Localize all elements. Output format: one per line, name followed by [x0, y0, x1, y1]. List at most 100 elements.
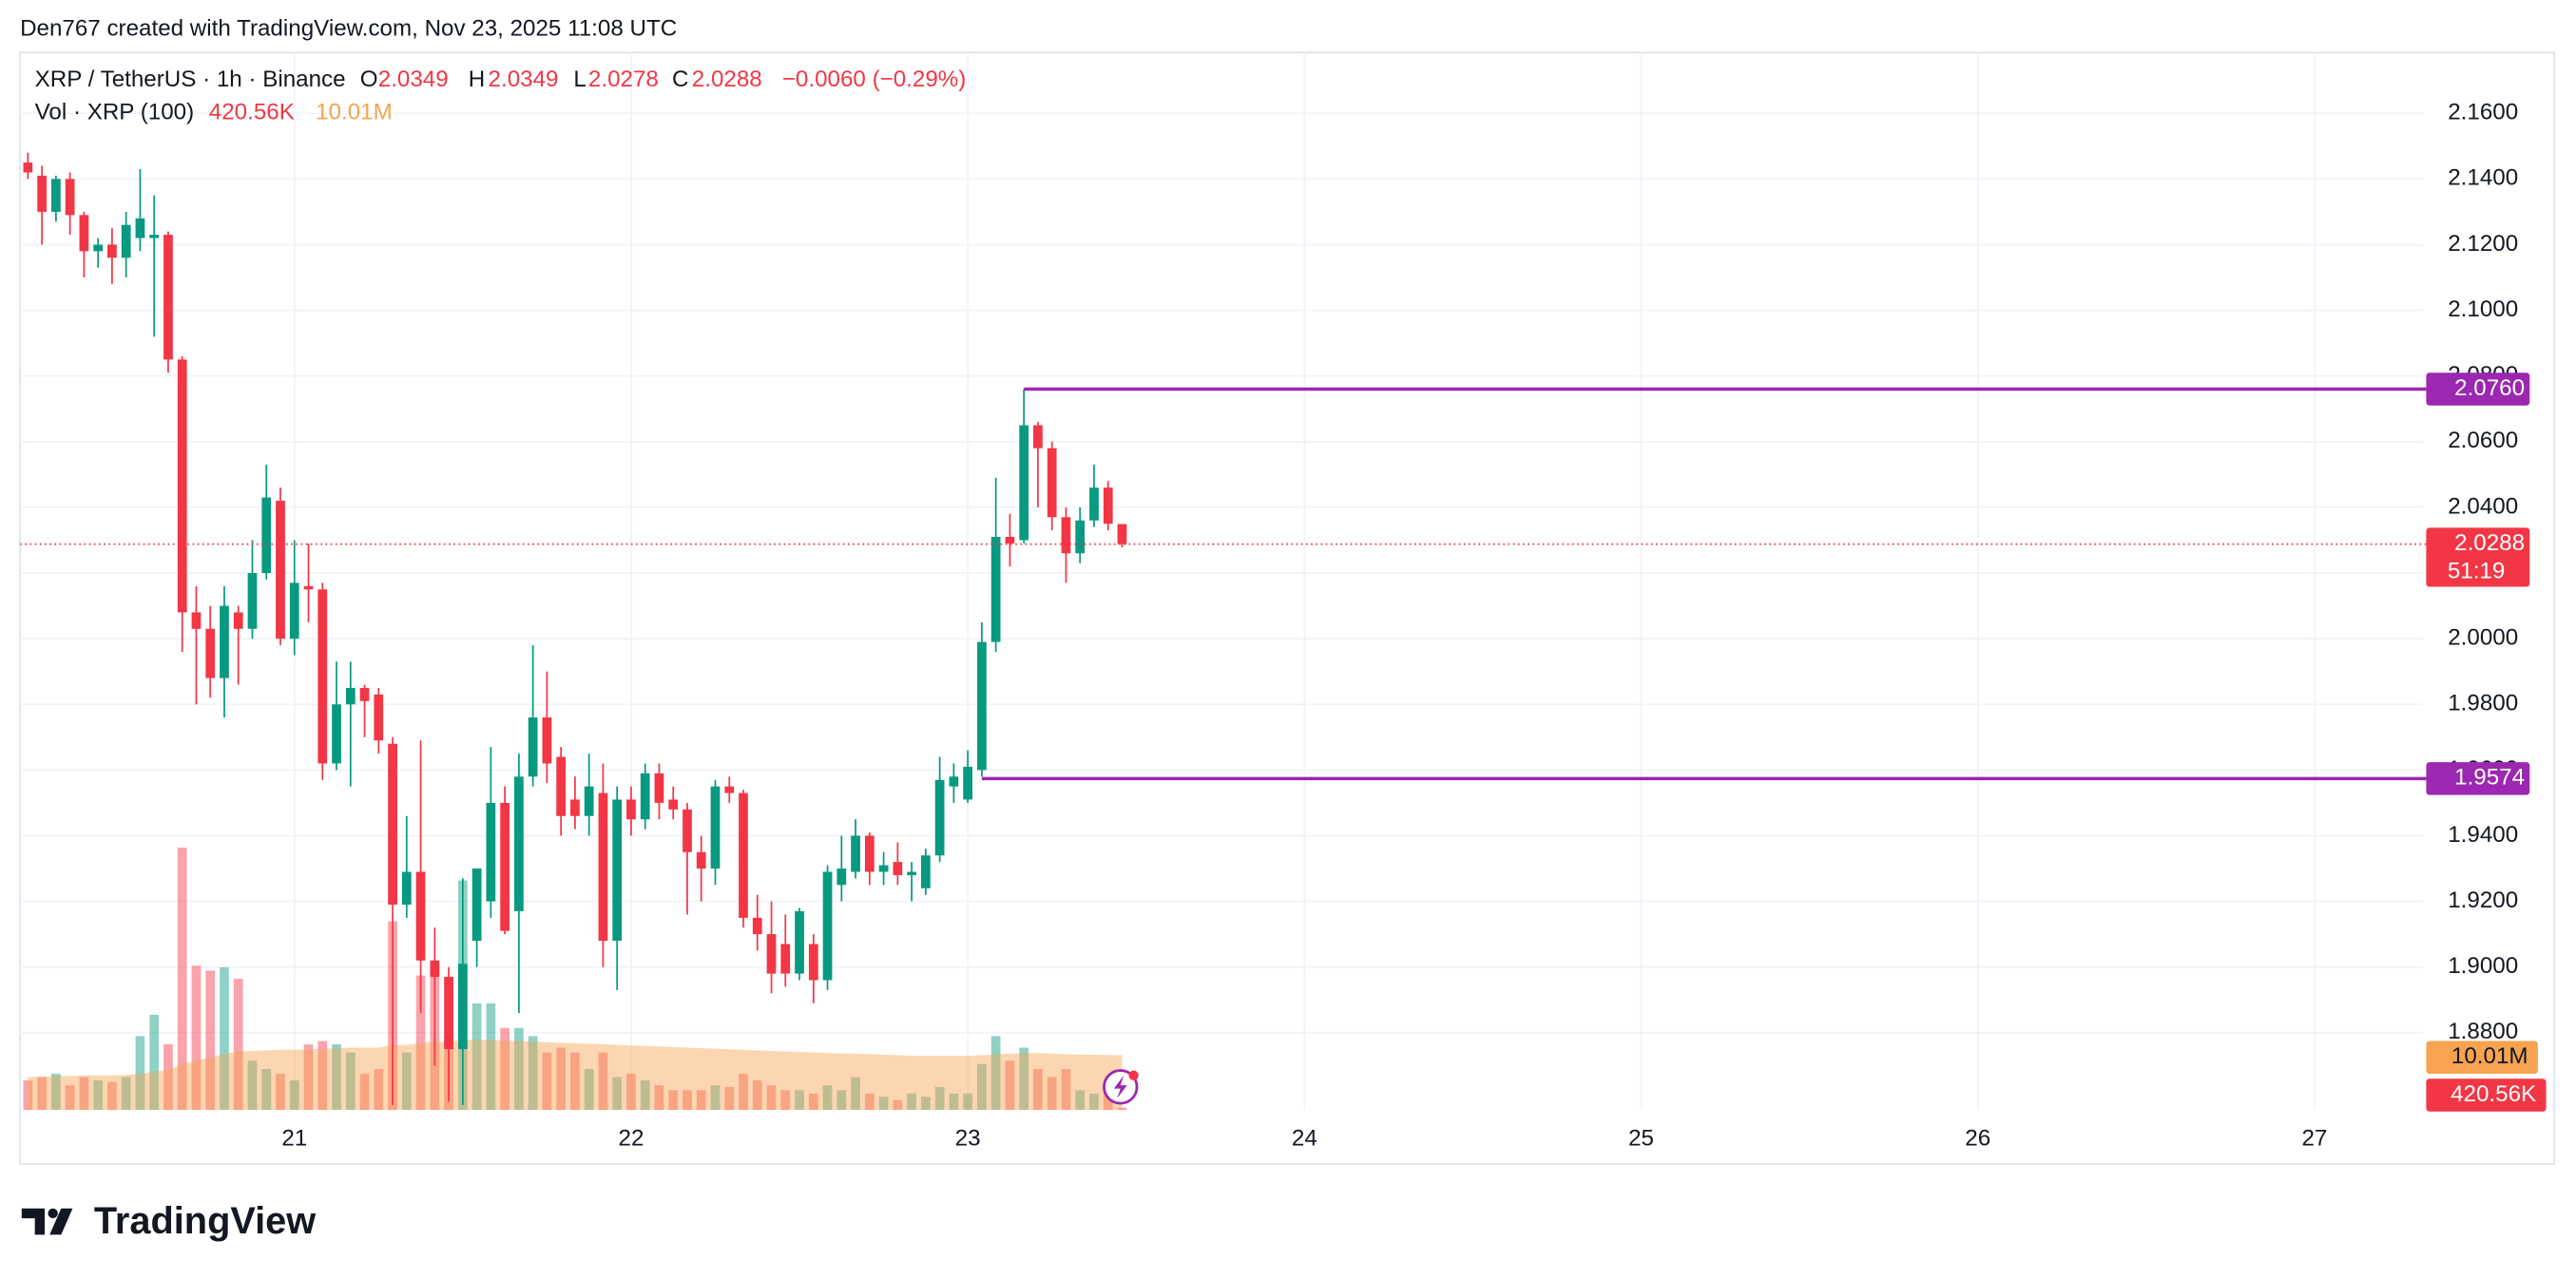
candle-body	[963, 766, 973, 800]
volume-bar	[780, 1090, 791, 1111]
ohlc-value: 2.0288	[692, 67, 762, 92]
last-price-box	[2426, 527, 2530, 587]
volume-name: Vol · XRP (100)	[35, 100, 195, 125]
x-tick-label: 26	[1965, 1126, 1990, 1152]
candle-body	[121, 224, 131, 258]
symbol: XRP / TetherUS · 1h · Binance	[35, 67, 346, 92]
level-label: 2.0760	[2454, 375, 2525, 401]
ohlc-key: L	[573, 67, 586, 92]
y-tick-label: 2.1200	[2448, 231, 2518, 257]
candle-body	[332, 704, 341, 764]
volume-bar	[696, 1090, 706, 1111]
candle-body	[822, 871, 833, 981]
x-tick-label: 25	[1628, 1126, 1654, 1152]
candle-body	[851, 835, 860, 872]
candle-body	[1103, 487, 1113, 525]
candle-body	[795, 910, 804, 974]
y-tick-label: 1.9000	[2448, 953, 2518, 979]
logo-text: TradingView	[94, 1200, 316, 1242]
volume-bar	[289, 1079, 299, 1111]
candle-body	[1033, 425, 1043, 449]
x-tick-label: 22	[619, 1126, 644, 1152]
last-price-label: 2.0288	[2454, 530, 2525, 556]
candle-body	[1061, 517, 1071, 554]
candle-body	[696, 851, 706, 869]
y-tick-label: 1.9200	[2448, 888, 2518, 913]
candle-body	[276, 500, 285, 640]
candle-body	[1005, 537, 1015, 544]
volume-bar	[654, 1085, 664, 1111]
candle-body	[65, 179, 75, 216]
volume-ma-area	[28, 1040, 1123, 1111]
candle-body	[457, 964, 468, 1050]
candle-body	[177, 359, 187, 613]
volume-bar	[261, 1068, 272, 1111]
volume-bar	[79, 1077, 89, 1111]
candle-body	[878, 865, 889, 872]
volume-ma-box	[2426, 1040, 2538, 1075]
volume-bar	[500, 1027, 509, 1111]
volume-bar	[766, 1085, 777, 1111]
volume-bar	[584, 1068, 594, 1111]
candle-body	[724, 786, 735, 793]
volume-bar	[977, 1063, 987, 1111]
candle-body	[471, 869, 482, 942]
candle-body	[934, 779, 945, 856]
volume-bar	[135, 1036, 145, 1111]
candle-body	[388, 743, 397, 906]
candle-body	[430, 960, 440, 978]
volume-bar	[486, 1002, 496, 1111]
candle-body	[247, 573, 258, 629]
x-tick-label: 24	[1292, 1126, 1317, 1152]
volume-bar	[990, 1036, 1001, 1111]
volume-bar	[1089, 1093, 1099, 1111]
candle-body	[836, 869, 847, 886]
candle-body	[598, 792, 608, 942]
candle-body	[191, 612, 202, 629]
volume-bar	[570, 1052, 580, 1111]
volume-bar	[247, 1060, 258, 1111]
x-tick-label: 23	[955, 1126, 981, 1152]
candle-body	[710, 786, 721, 869]
candle-body	[584, 786, 594, 816]
candle-body	[205, 628, 216, 678]
candle-body	[1089, 487, 1099, 521]
volume-bar	[317, 1040, 328, 1111]
ohlc-value: 2.0278	[588, 67, 659, 92]
volume-bar	[374, 1068, 384, 1111]
volume-bar	[23, 1079, 33, 1111]
candle-body	[640, 773, 650, 820]
candle-body	[612, 799, 623, 942]
volume-bar	[93, 1079, 104, 1111]
candle-body	[359, 687, 370, 701]
y-tick-label: 2.1400	[2448, 165, 2518, 191]
y-tick-label: 1.9800	[2448, 691, 2518, 716]
volume-bar	[191, 965, 202, 1111]
volume-bar	[808, 1093, 818, 1111]
volume-bar	[177, 848, 187, 1111]
volume-bar	[1075, 1090, 1086, 1111]
candle-body	[23, 162, 33, 173]
volume-label: 420.56K	[2451, 1081, 2536, 1107]
level-label-box	[2426, 762, 2530, 795]
volume-bar	[514, 1027, 524, 1111]
candle-body	[220, 605, 229, 678]
logo: TradingView	[21, 1200, 316, 1242]
volume-bar	[1117, 1107, 1127, 1111]
x-tick-label: 27	[2301, 1126, 2327, 1152]
candle-body	[233, 612, 243, 629]
volume-bar	[640, 1079, 650, 1111]
volume-ma-label: 10.01M	[2451, 1043, 2528, 1069]
volume-bar	[739, 1074, 748, 1111]
volume-bar	[415, 975, 426, 1111]
volume-bar	[233, 979, 243, 1111]
volume-bar	[1061, 1068, 1071, 1111]
candle-body	[500, 802, 509, 931]
candle-body	[556, 756, 567, 816]
volume-bar	[220, 966, 229, 1111]
candle-body	[1019, 425, 1029, 541]
candle-body	[261, 497, 272, 574]
volume-bar	[1019, 1047, 1029, 1111]
